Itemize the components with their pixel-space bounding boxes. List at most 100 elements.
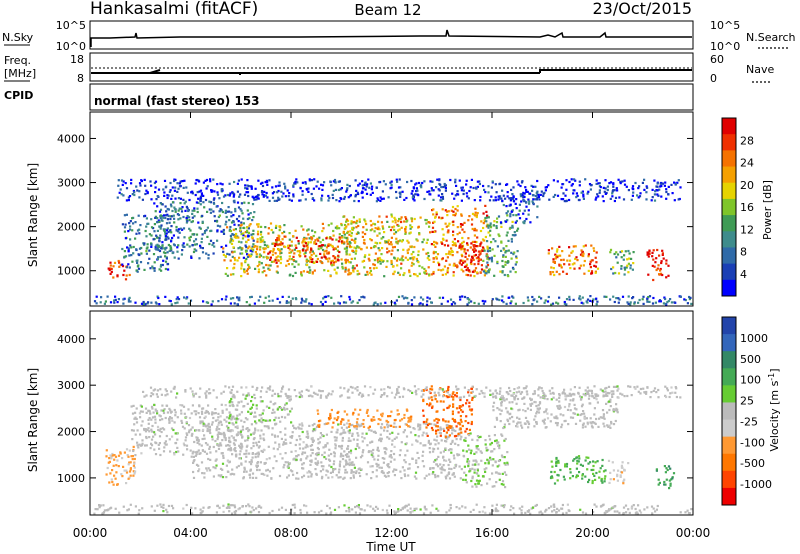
echo-cell xyxy=(175,228,178,231)
colorbar-tick-label: 24 xyxy=(740,157,754,170)
echo-cell xyxy=(312,439,315,442)
echo-cell xyxy=(298,250,301,253)
echo-cell xyxy=(486,264,490,267)
colorbar-tick-label: 4 xyxy=(740,268,747,281)
echo-cell xyxy=(223,418,226,421)
echo-cell xyxy=(499,270,502,273)
echo-cell xyxy=(182,242,185,245)
echo-cell xyxy=(358,182,361,185)
echo-cell xyxy=(462,189,465,192)
echo-cell xyxy=(241,212,244,215)
echo-cell xyxy=(247,201,250,205)
echo-cell xyxy=(294,180,297,183)
echo-cell xyxy=(318,423,321,426)
echo-cell xyxy=(377,220,380,223)
echo-cell xyxy=(452,264,455,267)
echo-cell xyxy=(338,465,341,468)
echo-cell xyxy=(277,198,280,201)
echo-cell xyxy=(608,392,611,395)
echo-cell xyxy=(279,261,282,265)
echo-cell xyxy=(174,186,177,189)
echo-cell xyxy=(410,226,414,229)
echo-cell xyxy=(339,188,342,191)
echo-cell xyxy=(217,447,221,450)
echo-cell xyxy=(293,252,296,255)
echo-cell xyxy=(534,198,537,201)
echo-cell xyxy=(159,427,162,430)
echo-cell xyxy=(190,412,193,415)
echo-cell xyxy=(350,469,353,472)
echo-cell xyxy=(260,262,263,265)
echo-cell xyxy=(417,225,420,228)
echo-cell xyxy=(372,267,376,270)
echo-cell xyxy=(113,474,116,477)
echo-cell xyxy=(352,411,355,414)
echo-cell xyxy=(651,264,654,267)
echo-cell xyxy=(516,227,520,230)
echo-cell xyxy=(483,188,486,191)
echo-cell xyxy=(241,445,244,448)
echo-cell xyxy=(474,463,477,466)
echo-cell xyxy=(595,398,598,401)
echo-cell xyxy=(201,233,204,236)
echo-cell xyxy=(200,410,204,413)
echo-cell xyxy=(404,228,407,231)
echo-cell xyxy=(250,460,253,463)
echo-cell xyxy=(337,240,340,243)
echo-cell xyxy=(224,209,227,212)
echo-cell xyxy=(435,463,439,466)
echo-cell xyxy=(454,264,457,267)
echo-cell xyxy=(618,298,621,301)
echo-cell xyxy=(390,180,393,183)
echo-cell xyxy=(426,423,430,427)
echo-cell xyxy=(247,436,250,439)
echo-cell xyxy=(238,299,241,302)
echo-cell xyxy=(487,216,490,219)
echo-cell xyxy=(229,259,232,262)
echo-cell xyxy=(192,476,196,479)
echo-cell xyxy=(594,256,597,259)
echo-cell xyxy=(488,268,491,271)
echo-cell xyxy=(247,231,250,234)
echo-cell xyxy=(477,480,480,483)
echo-cell xyxy=(442,427,445,430)
echo-cell xyxy=(447,224,450,227)
echo-cell xyxy=(573,189,576,192)
echo-cell xyxy=(327,224,330,227)
echo-cell xyxy=(398,178,401,181)
echo-cell xyxy=(596,460,599,463)
echo-cell xyxy=(380,437,383,440)
echo-cell xyxy=(316,237,319,240)
echo-cell xyxy=(182,405,186,408)
echo-cell xyxy=(168,299,171,302)
echo-cell xyxy=(348,422,351,426)
echo-cell xyxy=(320,199,323,202)
echo-cell xyxy=(351,434,354,437)
echo-cell xyxy=(205,187,208,190)
echo-cell xyxy=(189,229,192,232)
echo-cell xyxy=(158,414,161,417)
echo-cell xyxy=(321,453,324,457)
echo-cell xyxy=(120,179,124,182)
echo-cell xyxy=(116,459,119,462)
echo-cell xyxy=(321,194,324,197)
echo-cell xyxy=(425,272,428,275)
echo-cell xyxy=(601,481,604,484)
echo-cell xyxy=(404,231,407,234)
echo-cell xyxy=(437,442,440,445)
echo-cell xyxy=(572,245,575,248)
echo-cell xyxy=(435,410,438,413)
echo-cell xyxy=(253,397,257,400)
echo-cell xyxy=(397,271,400,274)
echo-cell xyxy=(439,428,442,431)
echo-cell xyxy=(230,215,233,218)
echo-cell xyxy=(491,298,494,301)
echo-cell xyxy=(164,440,167,443)
echo-cell xyxy=(308,178,311,181)
echo-cell xyxy=(149,180,152,183)
echo-cell xyxy=(95,295,98,298)
echo-cell xyxy=(437,261,440,264)
echo-cell xyxy=(168,249,171,252)
echo-cell xyxy=(553,470,556,474)
echo-cell xyxy=(144,407,148,410)
